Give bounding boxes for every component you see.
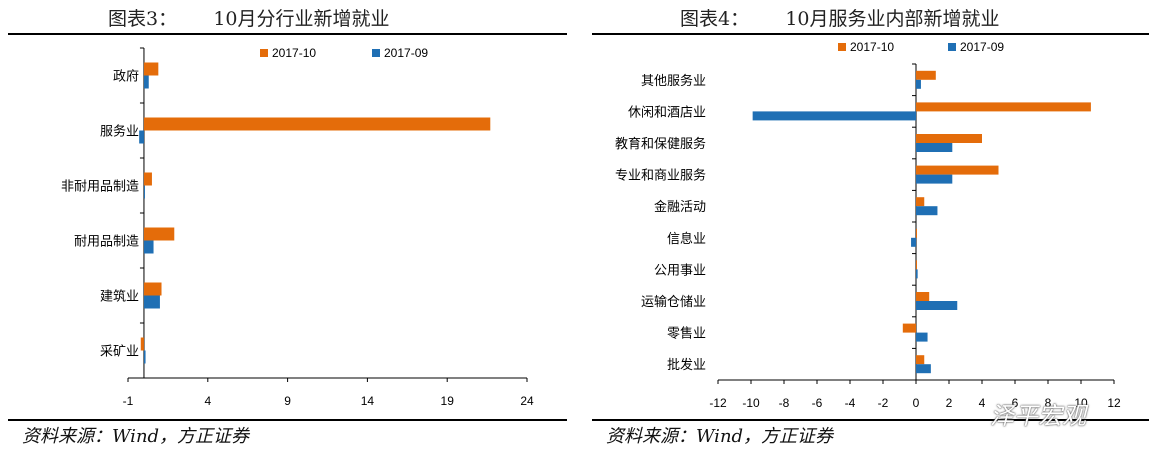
chart2-tick-label: -2 xyxy=(878,396,889,410)
chart2-category-label: 休闲和酒店业 xyxy=(628,105,706,120)
chart2-bar-2017-09 xyxy=(916,332,928,342)
chart2-legend-label: 2017-10 xyxy=(850,40,894,54)
chart2-tick-label: 4 xyxy=(979,396,986,410)
chart2-bar-2017-10 xyxy=(916,355,925,365)
chart1-legend-swatch xyxy=(372,49,380,57)
chart1-title-text: 10月分行业新增就业 xyxy=(213,8,390,30)
chart1-title: 图表3： 10月分行业新增就业 xyxy=(108,4,390,31)
chart1-tick-label: 9 xyxy=(284,394,291,408)
chart1-category-label: 非耐用品制造 xyxy=(61,180,139,195)
chart2-bar-2017-10 xyxy=(916,134,982,143)
chart1-category-label: 建筑业 xyxy=(100,289,139,305)
chart1-tick-label: 19 xyxy=(441,394,455,408)
chart2-tick-label: 8 xyxy=(1045,396,1052,410)
chart2-legend-swatch xyxy=(838,43,846,51)
watermark: 泽平宏观 xyxy=(990,402,1086,430)
chart1-bar-2017-10 xyxy=(140,337,144,351)
chart1-bar-2017-09 xyxy=(143,295,160,309)
chart2-bar-2017-09 xyxy=(911,237,916,247)
chart2-tick-label: -8 xyxy=(779,396,790,410)
chart2-bar-2017-09 xyxy=(916,206,938,216)
chart2-tick-label: 12 xyxy=(1107,396,1121,410)
chart2-bar-2017-09 xyxy=(916,174,953,184)
chart2-category-label: 公用事业 xyxy=(654,263,706,278)
chart2-bar-2017-10 xyxy=(916,70,936,80)
chart2-title: 图表4： 10月服务业内部新增就业 xyxy=(680,4,1000,31)
chart2-bar-2017-10 xyxy=(916,165,999,175)
chart2-tick-label: -10 xyxy=(742,396,760,410)
chart2-bar-2017-09 xyxy=(916,301,958,310)
chart1-bar-2017-09 xyxy=(139,130,144,144)
chart1-bar-2017-09 xyxy=(143,185,145,199)
chart1-category-label: 政府 xyxy=(113,70,139,85)
chart2-bar-2017-10 xyxy=(916,197,925,207)
chart2-tick-label: -4 xyxy=(845,396,856,410)
chart2-fig-label: 图表4： xyxy=(680,8,750,30)
chart2-bar-2017-10 xyxy=(902,323,916,333)
chart2-title-text: 10月服务业内部新增就业 xyxy=(785,8,1000,30)
chart1-legend-label: 2017-10 xyxy=(272,46,316,60)
chart1-category-label: 采矿业 xyxy=(100,345,139,360)
chart2-tick-label: 2 xyxy=(946,396,953,410)
chart2-category-label: 运输仓储业 xyxy=(641,294,706,310)
chart1-bar-2017-10 xyxy=(143,227,175,241)
chart1-bar-2017-09 xyxy=(143,240,154,254)
chart1-tick-label: 24 xyxy=(520,394,534,408)
chart1-bar-2017-10 xyxy=(143,62,159,76)
chart1-legend-swatch xyxy=(260,49,268,57)
chart2-category-label: 零售业 xyxy=(667,326,706,342)
chart1-frame xyxy=(8,33,567,421)
chart2-legend-swatch xyxy=(948,43,956,51)
chart2-bar-2017-10 xyxy=(916,102,1091,112)
chart1-category-label: 服务业 xyxy=(100,124,139,140)
chart2-bar-2017-09 xyxy=(916,364,931,374)
chart2-tick-label: 10 xyxy=(1074,396,1088,410)
chart2-category-label: 其他服务业 xyxy=(641,73,706,89)
chart1-fig-label: 图表3： xyxy=(108,8,178,30)
chart2-category-label: 信息业 xyxy=(667,231,706,247)
chart2-tick-label: -12 xyxy=(709,396,727,410)
chart1-tick-label: -1 xyxy=(123,394,134,408)
chart2-tick-label: 6 xyxy=(1012,396,1019,410)
chart1-bar-2017-10 xyxy=(143,282,162,296)
chart2-category-label: 专业和商业服务 xyxy=(615,168,706,184)
chart2-bar-2017-09 xyxy=(752,111,916,121)
chart1-bar-2017-09 xyxy=(143,75,149,89)
chart1-bar-2017-10 xyxy=(143,172,152,186)
chart2-legend-label: 2017-09 xyxy=(960,40,1004,54)
chart1-bar-2017-10 xyxy=(143,117,491,131)
chart2-source: 资料来源：Wind，方正证券 xyxy=(606,426,834,447)
chart2-bar-2017-09 xyxy=(916,79,921,89)
chart2-bar-2017-10 xyxy=(916,260,917,270)
chart2-tick-label: 0 xyxy=(913,396,920,410)
chart2-bar-2017-09 xyxy=(916,269,918,279)
chart2-bar-2017-10 xyxy=(916,228,917,238)
chart2-frame xyxy=(592,33,1149,421)
chart1-bar-2017-09 xyxy=(143,350,146,364)
chart2-tick-label: -6 xyxy=(812,396,823,410)
chart1-tick-label: 14 xyxy=(361,394,375,408)
chart2-bar-2017-10 xyxy=(916,292,930,301)
chart2-category-label: 教育和保健服务 xyxy=(615,136,706,152)
chart1-category-label: 耐用品制造 xyxy=(74,235,139,250)
chart2-category-label: 批发业 xyxy=(667,357,706,373)
chart1-tick-label: 4 xyxy=(204,394,211,408)
chart1-source: 资料来源：Wind，方正证券 xyxy=(22,426,250,447)
chart2-bar-2017-09 xyxy=(916,143,953,152)
chart2-category-label: 金融活动 xyxy=(654,199,706,215)
chart1-legend-label: 2017-09 xyxy=(384,46,428,60)
